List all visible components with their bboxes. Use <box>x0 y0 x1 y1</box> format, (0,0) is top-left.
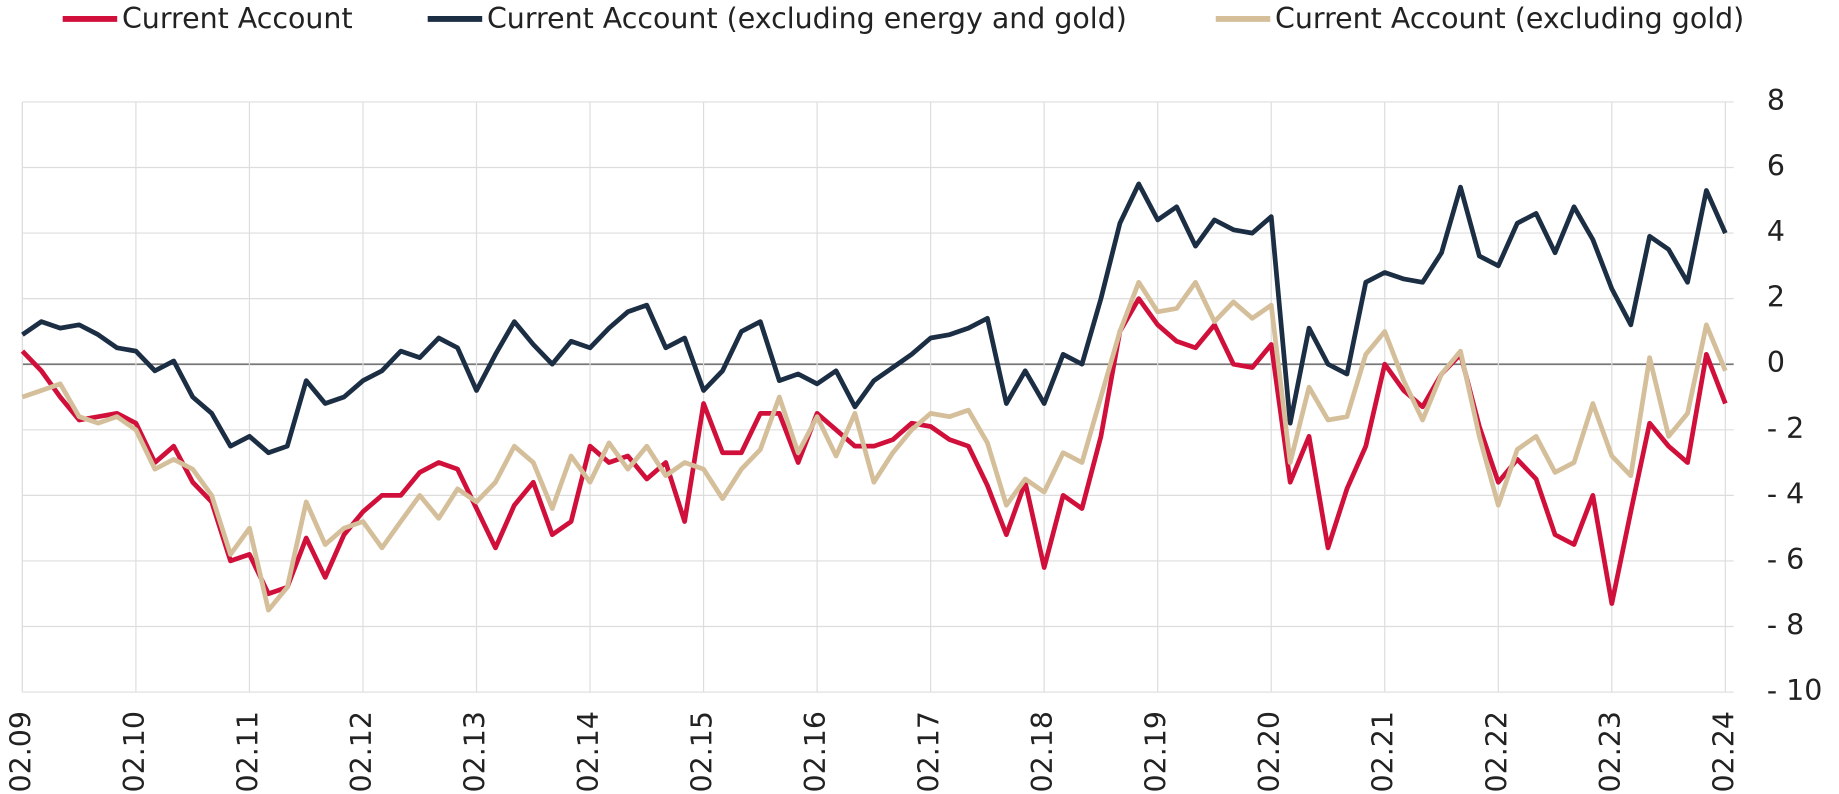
x-tick-label: 02.11 <box>231 711 264 792</box>
x-tick-label: 02.16 <box>799 711 832 792</box>
y-tick-label: - 10 <box>1767 674 1823 707</box>
y-tick-label: 0 <box>1767 346 1785 379</box>
y-tick-label: - 4 <box>1767 477 1804 510</box>
y-tick-label: 6 <box>1767 149 1785 182</box>
x-tick-label: 02.09 <box>4 711 37 792</box>
legend-label: Current Account (excluding gold) <box>1275 2 1744 35</box>
x-tick-label: 02.18 <box>1026 711 1059 792</box>
x-tick-label: 02.10 <box>118 711 151 792</box>
x-tick-label: 02.21 <box>1367 711 1400 792</box>
x-tick-label: 02.20 <box>1253 711 1286 792</box>
y-tick-label: 4 <box>1767 215 1785 248</box>
x-tick-label: 02.17 <box>913 711 946 792</box>
x-tick-label: 02.22 <box>1480 711 1513 792</box>
legend-label: Current Account (excluding energy and go… <box>487 2 1127 35</box>
x-tick-label: 02.12 <box>345 711 378 792</box>
y-tick-label: - 6 <box>1767 543 1804 576</box>
x-tick-label: 02.24 <box>1707 711 1740 792</box>
x-tick-label: 02.13 <box>459 711 492 792</box>
legend-label: Current Account <box>122 2 353 35</box>
series-line <box>21 181 1728 456</box>
x-tick-label: 02.15 <box>686 711 719 792</box>
y-tick-label: - 2 <box>1767 412 1804 445</box>
series-line <box>21 279 1728 613</box>
x-tick-label: 02.23 <box>1594 711 1627 792</box>
y-tick-label: - 8 <box>1767 609 1804 642</box>
y-tick-label: 2 <box>1767 281 1785 314</box>
y-tick-label: 8 <box>1767 84 1785 117</box>
x-tick-label: 02.14 <box>572 711 605 792</box>
x-tick-label: 02.19 <box>1140 711 1173 792</box>
